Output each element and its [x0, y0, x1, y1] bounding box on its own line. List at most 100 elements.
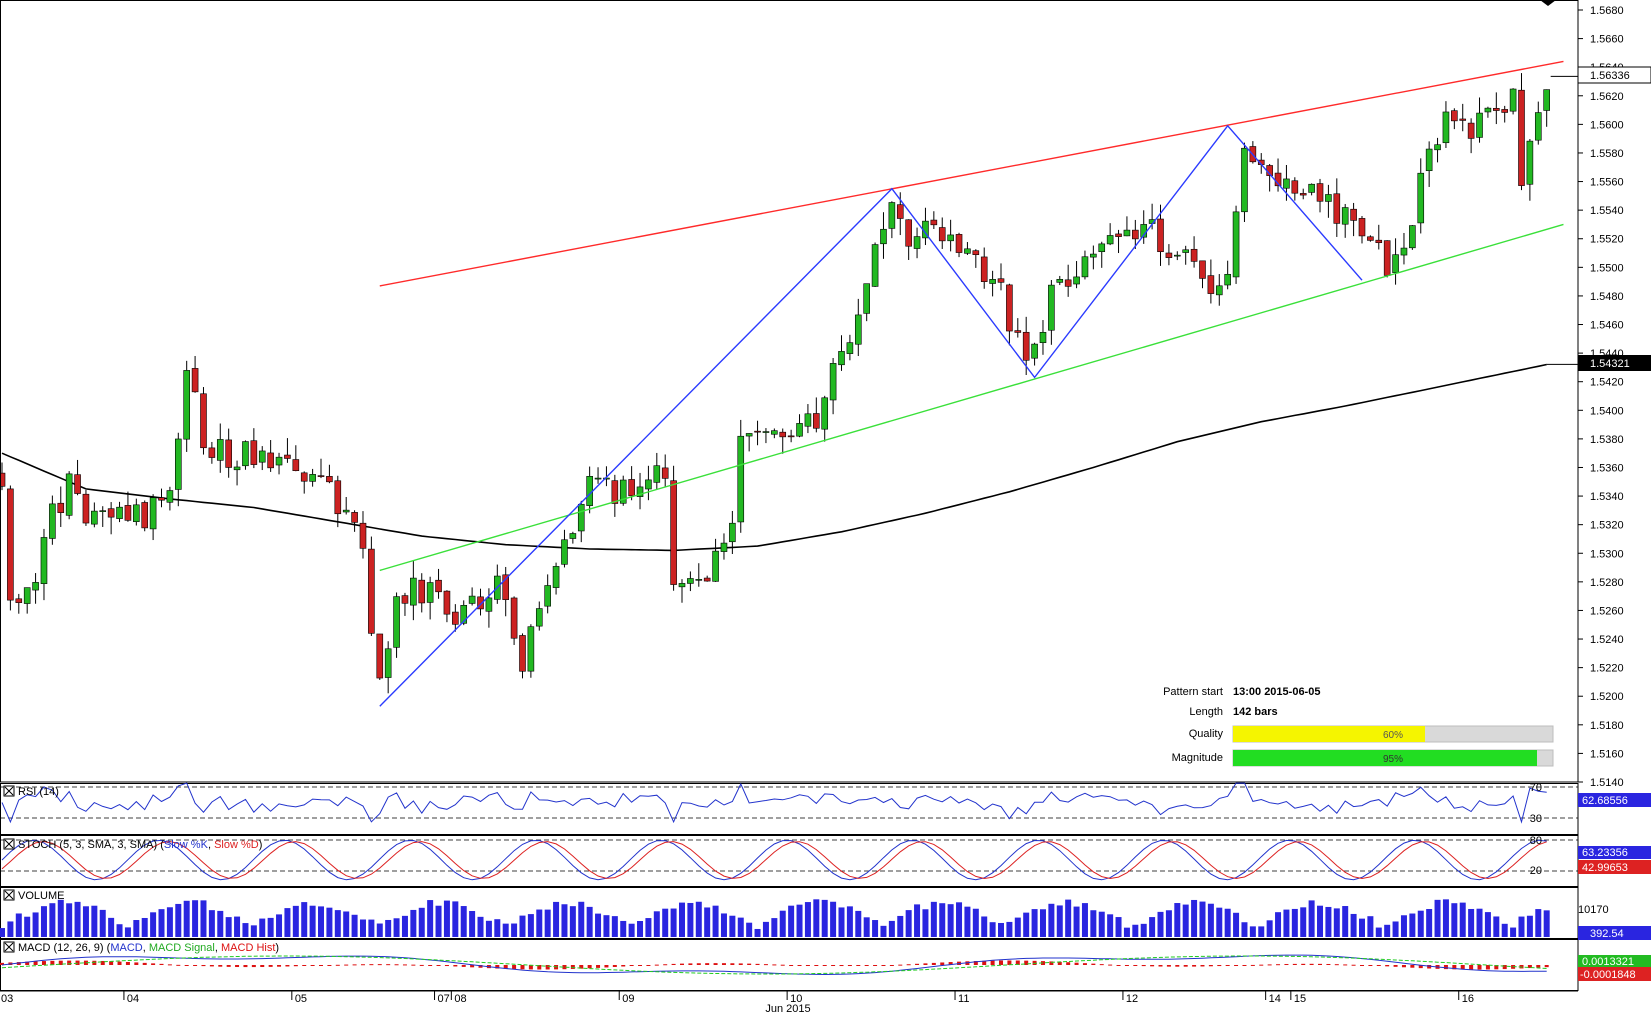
macd-hist-bar	[688, 963, 693, 965]
candle-body	[1073, 276, 1080, 285]
candle-body	[1509, 88, 1517, 112]
volume-bar	[762, 921, 769, 937]
volume-bar	[485, 920, 492, 937]
volume-bar	[553, 901, 560, 937]
volume-bar	[964, 906, 971, 937]
macd-hist-bar	[67, 960, 72, 965]
candles-layer	[0, 73, 1550, 694]
macd-hist-bar	[1024, 960, 1029, 965]
volume-bar	[368, 919, 375, 937]
macd-hist-bar	[33, 961, 38, 965]
volume-bar	[452, 901, 459, 937]
candle-body	[216, 439, 224, 461]
candle-body	[1215, 285, 1223, 296]
macd-hist-bar	[109, 961, 114, 965]
macd-hist-bar	[260, 965, 265, 968]
candle-body	[1165, 252, 1173, 258]
candle-body	[393, 596, 400, 648]
macd-hist-bar	[218, 965, 223, 967]
macd-hist-bar	[528, 965, 533, 970]
volume-bar	[208, 910, 215, 937]
candle-body	[678, 583, 686, 588]
macd-hist-bar	[1108, 964, 1113, 966]
volume-bar	[1207, 903, 1214, 937]
macd-hist-bar	[973, 961, 978, 965]
macd-hist-bar	[1427, 965, 1432, 969]
candle-body	[485, 597, 493, 612]
macd-hist-bar	[940, 962, 945, 965]
macd-hist-bar	[360, 964, 365, 966]
macd-hist-bar	[1284, 964, 1289, 966]
pattern-info-box: Pattern start 13:00 2015-06-05 Length 14…	[1163, 686, 1554, 767]
macd-hist-bar	[881, 965, 886, 966]
candle-body	[938, 227, 946, 242]
candle-body	[1459, 118, 1467, 121]
candle-body	[477, 596, 484, 610]
macd-signal-label: MACD Signal	[149, 942, 215, 954]
macd-hist-bar	[1460, 965, 1465, 970]
macd-hist-bar	[1057, 961, 1062, 965]
quality-label: Quality	[1189, 728, 1224, 740]
macd-hist-bar	[50, 960, 55, 965]
macd-hist-bar	[1183, 965, 1188, 967]
moving-average-line	[1, 363, 1547, 552]
macd-hist-bar	[75, 960, 80, 965]
stoch-d-value-box	[1578, 860, 1651, 874]
candle-body	[368, 548, 375, 634]
macd-hist-bar	[1502, 965, 1507, 970]
volume-bar	[872, 920, 879, 937]
volume-bar	[57, 899, 64, 937]
macd-hist-bar	[1469, 965, 1474, 970]
macd-hist-bar	[16, 962, 21, 965]
price-tick-label: 1.5660	[1590, 34, 1624, 46]
macd-hist-bar	[386, 964, 391, 966]
candle-body	[594, 477, 602, 480]
macd-hist-bar	[226, 965, 231, 967]
macd-hist-bar	[1334, 964, 1339, 966]
candle-body	[762, 431, 770, 433]
candle-body	[813, 413, 820, 429]
macd-hist-bar	[0, 962, 4, 965]
macd-hist-bar	[352, 964, 357, 966]
volume-bar	[1216, 907, 1223, 937]
volume-bar	[578, 901, 585, 937]
indicator-panels	[0, 782, 1579, 991]
candle-body	[1224, 273, 1231, 286]
volume-bar	[108, 917, 115, 937]
volume-bar	[720, 913, 727, 937]
volume-bar	[1149, 917, 1156, 937]
macd-hist-bar	[638, 965, 643, 966]
volume-bar	[376, 923, 383, 937]
macd-hist-bar	[629, 965, 634, 967]
stoch-label: STOCH (5, 3, SMA, 3, SMA) (Slow %K, Slow…	[18, 839, 262, 851]
candle-body	[351, 512, 358, 523]
price-tick-label: 1.5320	[1590, 520, 1624, 532]
macd-value: 0.0013321	[1582, 956, 1634, 968]
candle-body	[645, 479, 652, 490]
volume-bar	[1249, 926, 1256, 937]
macd-hist-bar	[713, 963, 718, 965]
macd-hist-bar	[1259, 964, 1264, 966]
candle-body	[972, 250, 980, 256]
corner-arrow-icon[interactable]	[1540, 0, 1556, 6]
volume-bar	[1065, 899, 1072, 937]
candle-body	[863, 283, 870, 314]
macd-hist-bar	[562, 965, 567, 970]
macd-hist-bar	[1359, 965, 1364, 966]
macd-hist-bar	[495, 965, 500, 969]
magnitude-value: 95%	[1383, 754, 1403, 765]
candle-body	[771, 430, 778, 435]
candle-body	[787, 435, 795, 438]
volume-bar	[32, 912, 39, 937]
macd-hist-bar	[1418, 965, 1423, 969]
candle-body	[1392, 254, 1399, 273]
macd-hist-bar	[1309, 963, 1314, 965]
candle-body	[955, 234, 963, 253]
price-tick-label: 1.5520	[1590, 234, 1624, 246]
macd-hist-bar	[167, 964, 172, 966]
price-tick-label: 1.5480	[1590, 291, 1624, 303]
candle-body	[1031, 343, 1038, 359]
volume-bar	[670, 908, 677, 937]
volume-bar	[838, 907, 845, 937]
macd-hist-bar	[646, 965, 651, 966]
